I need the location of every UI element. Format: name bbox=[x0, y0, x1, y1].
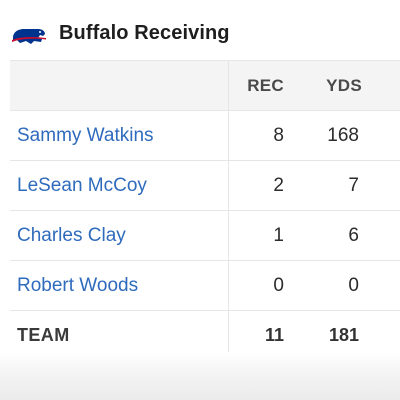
table-row: Charles Clay 1 6 bbox=[10, 210, 400, 261]
table-row: Robert Woods 0 0 bbox=[10, 260, 400, 311]
column-header-player bbox=[10, 60, 228, 111]
yds-value: 168 bbox=[294, 110, 400, 161]
table-row: LeSean McCoy 2 7 bbox=[10, 160, 400, 211]
rec-value: 2 bbox=[227, 160, 294, 211]
rec-value: 1 bbox=[227, 210, 294, 261]
player-link[interactable]: Sammy Watkins bbox=[10, 110, 228, 161]
column-header-rec[interactable]: REC bbox=[227, 60, 294, 111]
receiving-table-container: REC YDS Sammy Watkins 8 168 LeSean McCoy… bbox=[10, 60, 400, 361]
player-link[interactable]: Robert Woods bbox=[10, 260, 228, 311]
yds-value: 0 bbox=[294, 260, 400, 311]
bottom-fade bbox=[0, 352, 400, 400]
receiving-table: REC YDS Sammy Watkins 8 168 LeSean McCoy… bbox=[10, 60, 400, 361]
rec-value: 8 bbox=[227, 110, 294, 161]
yds-value: 6 bbox=[294, 210, 400, 261]
table-header-row: REC YDS bbox=[10, 60, 400, 111]
header: Buffalo Receiving bbox=[0, 0, 400, 60]
column-header-yds[interactable]: YDS bbox=[294, 60, 400, 111]
player-link[interactable]: Charles Clay bbox=[10, 210, 228, 261]
buffalo-logo-icon bbox=[12, 29, 46, 44]
page-title: Buffalo Receiving bbox=[59, 22, 230, 44]
table-row: Sammy Watkins 8 168 bbox=[10, 110, 400, 161]
rec-value: 0 bbox=[227, 260, 294, 311]
player-link[interactable]: LeSean McCoy bbox=[10, 160, 228, 211]
yds-value: 7 bbox=[294, 160, 400, 211]
